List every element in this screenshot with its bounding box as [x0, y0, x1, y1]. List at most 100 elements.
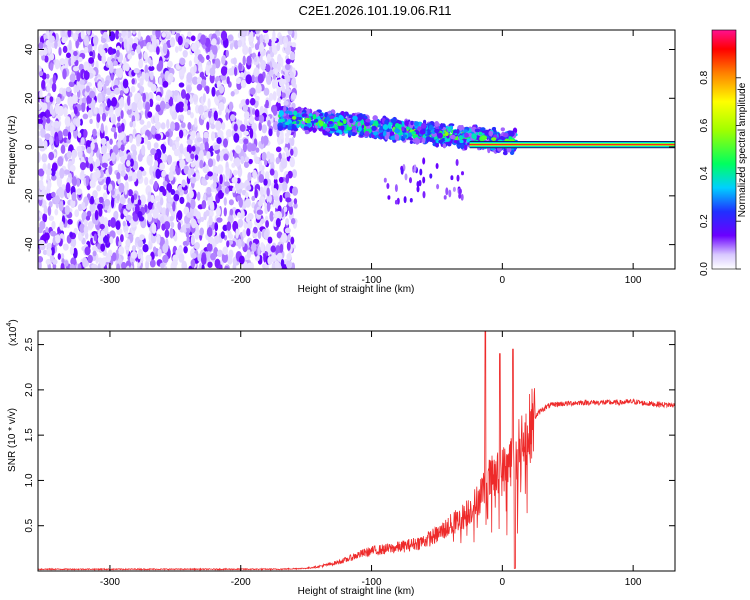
- heatmap-cell: [233, 39, 239, 50]
- heatmap-cell: [92, 190, 98, 199]
- heatmap-cell: [286, 252, 292, 261]
- heatmap-cell: [464, 132, 469, 138]
- colorbar-tick-label: 0.4: [699, 166, 710, 180]
- heatmap-cell: [254, 188, 258, 199]
- heatmap-cell: [254, 43, 260, 51]
- heatmap-cell: [409, 177, 412, 184]
- heatmap-cell: [38, 256, 44, 263]
- heatmap-cell: [276, 72, 280, 79]
- heatmap-cell: [266, 201, 271, 212]
- x-tick-label: -100: [362, 577, 382, 588]
- heatmap-cell: [128, 135, 133, 143]
- heatmap-cell: [218, 237, 223, 243]
- heatmap-cell: [184, 42, 189, 49]
- heatmap-cell: [276, 129, 280, 138]
- heatmap-cell: [281, 92, 286, 99]
- heatmap-cell: [220, 231, 225, 239]
- heatmap-cell: [166, 154, 173, 165]
- heatmap-cell: [481, 135, 488, 141]
- heatmap-cell: [189, 98, 194, 105]
- heatmap-cell: [84, 246, 91, 256]
- y-tick-label: 2.0: [24, 382, 35, 396]
- heatmap-cell: [233, 132, 240, 143]
- heatmap-cell: [291, 78, 296, 87]
- heatmap-cell: [64, 205, 71, 215]
- heatmap-cell: [249, 97, 256, 106]
- heatmap-cell: [149, 259, 156, 268]
- heatmap-cell: [62, 68, 67, 80]
- heatmap-cell: [390, 118, 397, 124]
- heatmap-cell: [450, 175, 454, 181]
- heatmap-cell: [197, 54, 203, 61]
- heatmap-cell: [502, 150, 508, 156]
- heatmap-cell: [211, 86, 216, 97]
- y-scale-exponent: 4: [6, 323, 13, 327]
- heatmap-cell: [303, 126, 310, 131]
- heatmap-cell: [272, 73, 277, 80]
- heatmap-cell: [134, 93, 139, 104]
- heatmap-cell: [284, 147, 289, 153]
- heatmap-cell: [46, 243, 52, 249]
- heatmap-cell: [95, 197, 100, 204]
- heatmap-cell: [85, 175, 89, 187]
- heatmap-cell: [228, 101, 233, 112]
- heatmap-cell: [427, 129, 431, 136]
- heatmap-cell: [287, 234, 291, 241]
- heatmap-cell: [292, 146, 298, 158]
- heatmap-cell: [80, 102, 86, 113]
- heatmap-cell: [269, 210, 274, 222]
- heatmap-cell: [103, 184, 107, 191]
- heatmap-cell: [180, 89, 187, 99]
- heatmap-cell: [83, 219, 88, 227]
- heatmap-cell: [159, 197, 164, 206]
- heatmap-cell: [38, 152, 41, 163]
- heatmap-cell: [449, 134, 456, 140]
- heatmap-cell: [169, 37, 176, 48]
- heatmap-cell: [253, 56, 258, 63]
- heatmap-cell: [148, 65, 155, 72]
- heatmap-cell: [327, 110, 332, 115]
- heatmap-cell: [126, 159, 131, 167]
- x-tick-label: -200: [231, 275, 251, 286]
- heatmap-cell: [139, 194, 146, 206]
- heatmap-cell: [101, 162, 108, 168]
- heatmap-cell: [97, 263, 101, 269]
- heatmap-cell: [69, 164, 76, 172]
- heatmap-cell: [165, 131, 170, 138]
- heatmap-cell: [109, 138, 113, 145]
- heatmap-cell: [156, 233, 161, 245]
- heatmap-cell: [296, 124, 300, 128]
- heatmap-cell: [73, 50, 78, 57]
- heatmap-cell: [110, 72, 114, 81]
- heatmap-cell: [88, 57, 95, 64]
- heatmap-cell: [238, 255, 245, 265]
- heatmap-cell: [178, 44, 183, 52]
- heatmap-cell: [51, 191, 56, 198]
- heatmap-cell: [280, 233, 288, 243]
- heatmap-cell: [187, 31, 192, 38]
- heatmap-cell: [137, 153, 143, 162]
- heatmap-cell: [80, 137, 85, 146]
- heatmap-cell: [46, 73, 50, 79]
- heatmap-cell: [267, 236, 273, 244]
- heatmap-cell: [126, 107, 132, 115]
- heatmap-cell: [150, 125, 157, 135]
- heatmap-cell: [224, 187, 230, 194]
- colorbar-tick-label: 0.6: [699, 118, 710, 132]
- heatmap-cell: [63, 169, 70, 175]
- heatmap-cell: [277, 97, 281, 104]
- heatmap-cell: [48, 215, 54, 221]
- heatmap-cell: [197, 253, 202, 262]
- heatmap-cell: [242, 45, 249, 56]
- heatmap-cell: [110, 197, 115, 209]
- spectrogram-frame: [37, 29, 676, 270]
- heatmap-cell: [121, 30, 127, 38]
- heatmap-cell: [147, 57, 152, 64]
- heatmap-cell: [292, 115, 297, 120]
- heatmap-cell: [265, 220, 269, 228]
- heatmap-cell: [124, 102, 129, 112]
- heatmap-cell: [97, 80, 103, 92]
- heatmap-cell: [207, 171, 213, 177]
- heatmap-cell: [52, 259, 58, 265]
- heatmap-cell: [65, 182, 71, 194]
